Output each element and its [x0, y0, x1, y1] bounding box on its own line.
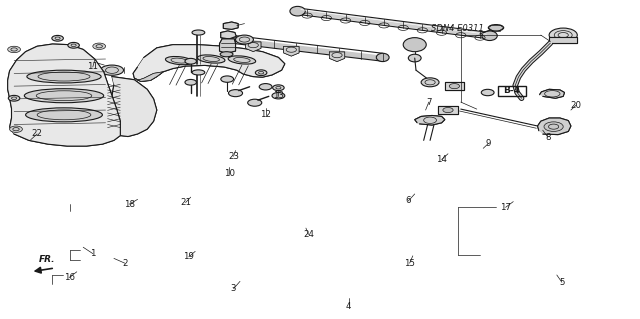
Text: 22: 22 [31, 130, 43, 138]
Ellipse shape [481, 89, 494, 96]
Polygon shape [80, 94, 88, 98]
Text: 16: 16 [63, 273, 75, 282]
Polygon shape [75, 78, 93, 94]
Ellipse shape [443, 108, 453, 113]
Ellipse shape [421, 78, 439, 87]
Text: 5: 5 [559, 278, 564, 287]
Ellipse shape [221, 76, 234, 82]
Ellipse shape [8, 46, 20, 53]
Ellipse shape [52, 35, 63, 41]
Ellipse shape [220, 52, 233, 57]
Text: 4: 4 [346, 302, 351, 311]
Text: 15: 15 [404, 259, 415, 268]
Ellipse shape [228, 90, 243, 97]
Ellipse shape [192, 70, 205, 75]
Text: 20: 20 [570, 101, 582, 110]
Ellipse shape [24, 89, 104, 103]
Polygon shape [108, 77, 157, 137]
Ellipse shape [100, 65, 124, 75]
Ellipse shape [549, 28, 577, 42]
Polygon shape [221, 31, 236, 39]
Ellipse shape [403, 38, 426, 52]
Text: 8: 8 [545, 133, 550, 142]
Polygon shape [79, 61, 94, 70]
Text: 19: 19 [184, 252, 194, 261]
Ellipse shape [488, 25, 504, 31]
Bar [498, 86, 526, 96]
Ellipse shape [26, 108, 102, 122]
Text: 6: 6 [406, 197, 411, 205]
Text: 13: 13 [273, 91, 284, 100]
Polygon shape [134, 72, 163, 81]
Polygon shape [438, 106, 458, 114]
Text: 1: 1 [90, 249, 95, 258]
Ellipse shape [192, 30, 205, 35]
Text: 12: 12 [260, 110, 271, 119]
Ellipse shape [259, 84, 272, 90]
Text: 24: 24 [303, 230, 314, 239]
Ellipse shape [166, 56, 193, 65]
Polygon shape [330, 52, 345, 62]
Text: 21: 21 [180, 198, 191, 207]
Polygon shape [415, 115, 445, 125]
Ellipse shape [255, 70, 267, 76]
Polygon shape [8, 44, 120, 146]
Ellipse shape [273, 85, 284, 91]
Ellipse shape [228, 56, 255, 64]
Polygon shape [220, 39, 236, 53]
Polygon shape [133, 45, 285, 81]
Text: 23: 23 [228, 152, 239, 161]
Ellipse shape [449, 84, 460, 89]
Polygon shape [284, 47, 299, 56]
Ellipse shape [68, 42, 79, 48]
Text: 18: 18 [124, 200, 135, 209]
Polygon shape [445, 82, 464, 90]
Text: 9: 9 [486, 139, 491, 148]
Text: 14: 14 [436, 155, 447, 164]
Ellipse shape [248, 99, 262, 106]
Polygon shape [246, 42, 261, 52]
Polygon shape [538, 118, 571, 135]
Ellipse shape [185, 79, 196, 85]
Text: 17: 17 [500, 203, 511, 212]
Polygon shape [77, 70, 93, 78]
Ellipse shape [482, 31, 497, 41]
Text: 2: 2 [122, 259, 127, 268]
Ellipse shape [290, 6, 305, 16]
Ellipse shape [376, 53, 389, 62]
Text: 7: 7 [426, 98, 431, 107]
Polygon shape [540, 89, 564, 98]
Ellipse shape [224, 35, 237, 43]
Text: FR.: FR. [38, 255, 55, 264]
Ellipse shape [544, 122, 563, 131]
Text: 3: 3 [231, 284, 236, 293]
Ellipse shape [408, 54, 421, 62]
Ellipse shape [236, 35, 253, 44]
Polygon shape [223, 22, 238, 29]
Ellipse shape [93, 43, 106, 49]
Ellipse shape [76, 97, 92, 102]
Ellipse shape [185, 58, 196, 64]
Ellipse shape [272, 93, 285, 99]
Text: SDN4 E0311: SDN4 E0311 [431, 24, 484, 33]
Ellipse shape [198, 55, 225, 63]
Ellipse shape [10, 126, 22, 132]
Ellipse shape [8, 95, 20, 101]
Text: 11: 11 [87, 63, 99, 71]
Polygon shape [549, 37, 577, 43]
Text: B-4: B-4 [504, 86, 520, 95]
Ellipse shape [27, 70, 101, 83]
Text: 10: 10 [223, 169, 235, 178]
